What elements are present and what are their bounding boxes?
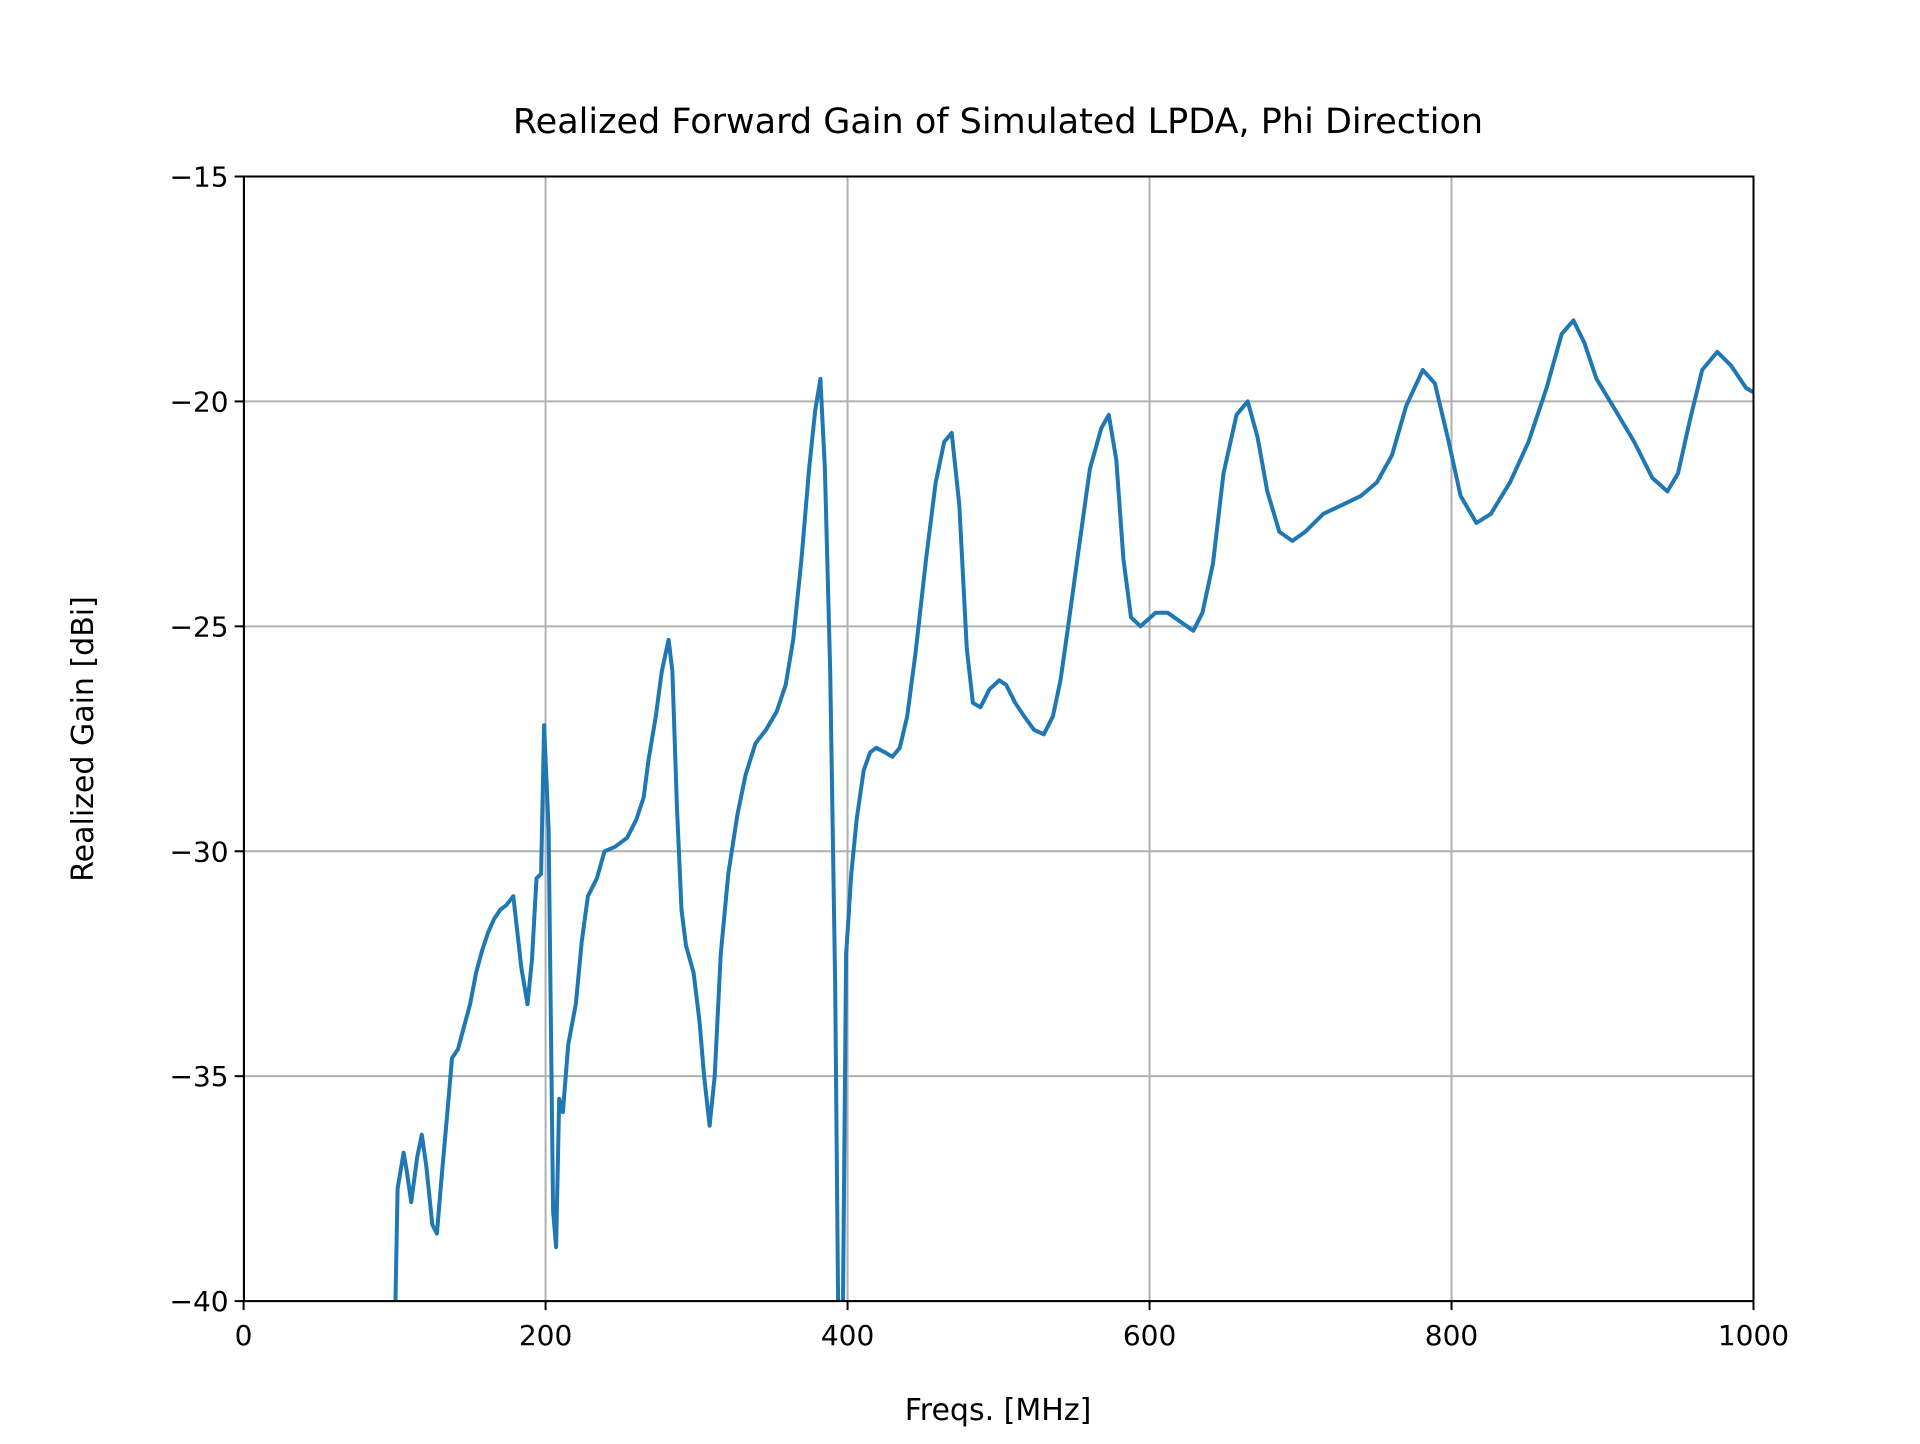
ticks: 0 200 400 600 800 1000 −40 −35 −30 −25 −20 −15 [170,161,1790,1353]
axes-frame [243,175,1755,1303]
chart-title: Realized Forward Gain of Simulated LPDA,… [513,102,1483,142]
x-tick-label: 600 [1123,1319,1176,1352]
plot-area [393,318,1754,1301]
y-tick-label: −40 [170,1285,229,1318]
x-axis-label: Freqs. [MHz] [905,1393,1092,1428]
x-tick-label: 1000 [1718,1319,1789,1352]
x-tick-label: 800 [1425,1319,1478,1352]
y-tick-label: −15 [170,161,229,194]
x-tick-label: 200 [519,1319,572,1352]
y-tick-label: −35 [170,1060,229,1093]
y-tick-label: −20 [170,385,229,418]
y-axis-label: Realized Gain [dBi] [66,596,101,882]
x-tick-label: 400 [821,1319,874,1352]
x-tick-label: 0 [235,1319,253,1352]
y-tick-label: −30 [170,835,229,868]
data-line [393,318,1754,1301]
y-tick-label: −25 [170,610,229,643]
